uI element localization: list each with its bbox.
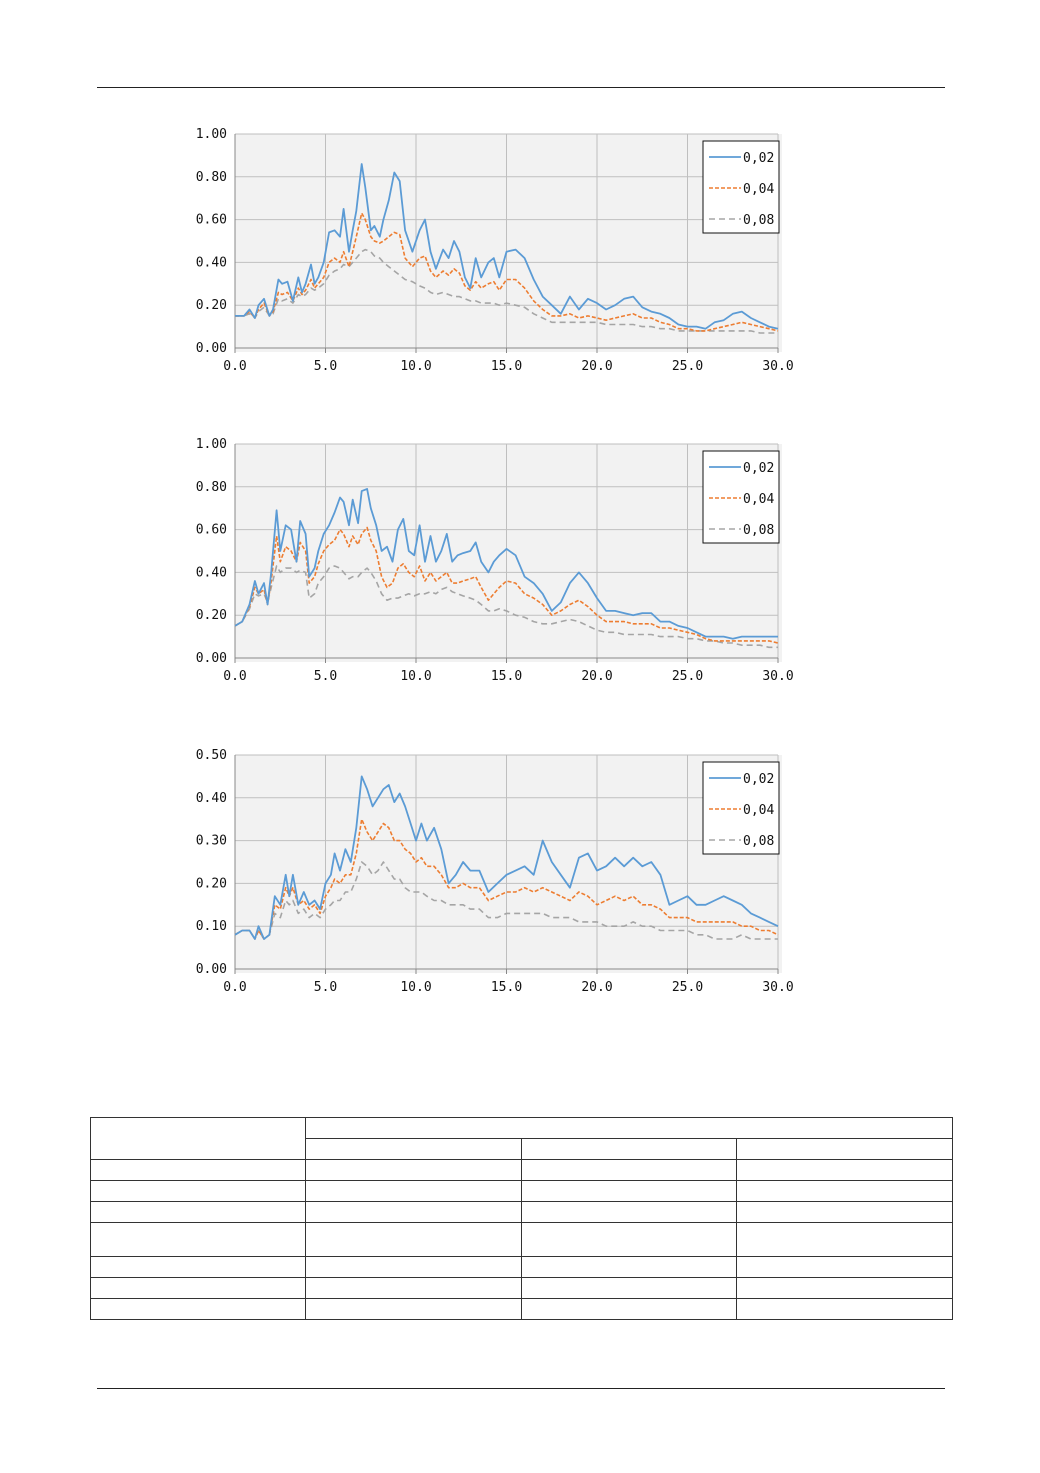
table-row bbox=[90, 1180, 954, 1202]
y-tick-label: 1.00 bbox=[196, 437, 227, 452]
table-header-cell bbox=[90, 1117, 306, 1160]
plot-background bbox=[235, 755, 782, 973]
legend-label: 0,04 bbox=[743, 803, 774, 818]
legend-label: 0,02 bbox=[743, 151, 774, 166]
y-tick-label: 0.80 bbox=[196, 480, 227, 495]
table-subheader-cell bbox=[735, 1138, 954, 1160]
series-line-0-04 bbox=[234, 526, 779, 644]
legend-label: 0,08 bbox=[743, 213, 774, 228]
y-tick-label: 0.80 bbox=[196, 170, 227, 185]
footer-rule bbox=[97, 1388, 945, 1389]
x-tick-label: 0.0 bbox=[223, 980, 246, 995]
series-line-0-04 bbox=[235, 212, 779, 332]
legend-label: 0,02 bbox=[743, 461, 774, 476]
x-tick-label: 15.0 bbox=[491, 980, 522, 995]
y-tick-label: 0.50 bbox=[196, 748, 227, 763]
series-line-0-08 bbox=[234, 861, 778, 940]
legend-label: 0,08 bbox=[743, 834, 774, 849]
legend-label: 0,04 bbox=[743, 492, 774, 507]
header-rule bbox=[97, 87, 945, 88]
plot-background bbox=[235, 134, 782, 352]
x-tick-label: 0.0 bbox=[223, 359, 246, 374]
x-tick-label: 30.0 bbox=[762, 359, 793, 374]
chart-svg: 0.00 0.20 0.40 0.60 0.80 1.00 0.0 5.0 10.0 15.0 20… bbox=[196, 127, 794, 374]
series-line-0-02 bbox=[234, 488, 778, 640]
legend-label: 0,04 bbox=[743, 182, 774, 197]
series-line-0-02 bbox=[235, 163, 779, 330]
x-tick-label: 0.0 bbox=[223, 669, 246, 684]
x-tick-label: 5.0 bbox=[314, 669, 337, 684]
table-row bbox=[90, 1298, 954, 1320]
y-tick-label: 0.20 bbox=[196, 876, 227, 891]
x-tick-label: 30.0 bbox=[762, 669, 793, 684]
legend-label: 0,08 bbox=[743, 523, 774, 538]
x-tick-label: 10.0 bbox=[400, 980, 431, 995]
y-tick-label: 0.40 bbox=[196, 565, 227, 580]
blank-table bbox=[90, 1117, 954, 1320]
x-tick-label: 20.0 bbox=[581, 359, 612, 374]
x-tick-label: 10.0 bbox=[400, 359, 431, 374]
series-line-0-04 bbox=[234, 818, 779, 940]
x-tick-label: 15.0 bbox=[491, 669, 522, 684]
chart-svg: 0.00 0.20 0.40 0.60 0.80 1.00 0.0 5.0 10.0 15.0 20… bbox=[196, 437, 794, 684]
spectrum-chart-3: 0.00 0.10 0.20 0.30 0.40 0.50 0.0 5.0 10.0 15.0 20… bbox=[180, 745, 800, 1015]
y-tick-label: 1.00 bbox=[196, 127, 227, 142]
series-line-0-02 bbox=[234, 775, 779, 940]
x-tick-label: 5.0 bbox=[314, 980, 337, 995]
x-tick-label: 25.0 bbox=[672, 669, 703, 684]
table-row bbox=[90, 1159, 954, 1181]
y-tick-label: 0.10 bbox=[196, 919, 227, 934]
x-tick-label: 15.0 bbox=[491, 359, 522, 374]
y-tick-label: 0.40 bbox=[196, 255, 227, 270]
y-tick-label: 0.60 bbox=[196, 523, 227, 538]
legend-label: 0,02 bbox=[743, 772, 774, 787]
x-tick-label: 20.0 bbox=[581, 669, 612, 684]
table-row bbox=[90, 1222, 954, 1257]
x-tick-label: 25.0 bbox=[672, 359, 703, 374]
table-row bbox=[90, 1201, 954, 1223]
table-subheader-cell bbox=[521, 1138, 737, 1160]
table-row bbox=[90, 1277, 954, 1299]
y-tick-label: 0.40 bbox=[196, 791, 227, 806]
chart-svg: 0.00 0.10 0.20 0.30 0.40 0.50 0.0 5.0 10.0 15.0 20… bbox=[196, 748, 794, 995]
plot-background bbox=[235, 444, 782, 662]
y-tick-label: 0.30 bbox=[196, 834, 227, 849]
y-tick-label: 0.60 bbox=[196, 213, 227, 228]
y-tick-label: 0.20 bbox=[196, 608, 227, 623]
x-tick-label: 25.0 bbox=[672, 980, 703, 995]
spectrum-chart-2: 0.00 0.20 0.40 0.60 0.80 1.00 0.0 5.0 10.0 15.0 20… bbox=[180, 434, 800, 704]
table-row bbox=[90, 1256, 954, 1278]
series-line-0-08 bbox=[235, 248, 778, 334]
y-tick-label: 0.20 bbox=[196, 298, 227, 313]
table-subheader-cell bbox=[305, 1138, 522, 1160]
x-tick-label: 5.0 bbox=[314, 359, 337, 374]
y-tick-label: 0.00 bbox=[196, 651, 227, 666]
x-tick-label: 20.0 bbox=[581, 980, 612, 995]
x-tick-label: 10.0 bbox=[400, 669, 431, 684]
y-tick-label: 0.00 bbox=[196, 962, 227, 977]
table-header-cell bbox=[304, 1117, 954, 1139]
series-line-0-08 bbox=[234, 565, 778, 649]
x-tick-label: 30.0 bbox=[762, 980, 793, 995]
y-tick-label: 0.00 bbox=[196, 341, 227, 356]
spectrum-chart-1: 0.00 0.20 0.40 0.60 0.80 1.00 0.0 5.0 10.0 15.0 20… bbox=[180, 124, 800, 394]
